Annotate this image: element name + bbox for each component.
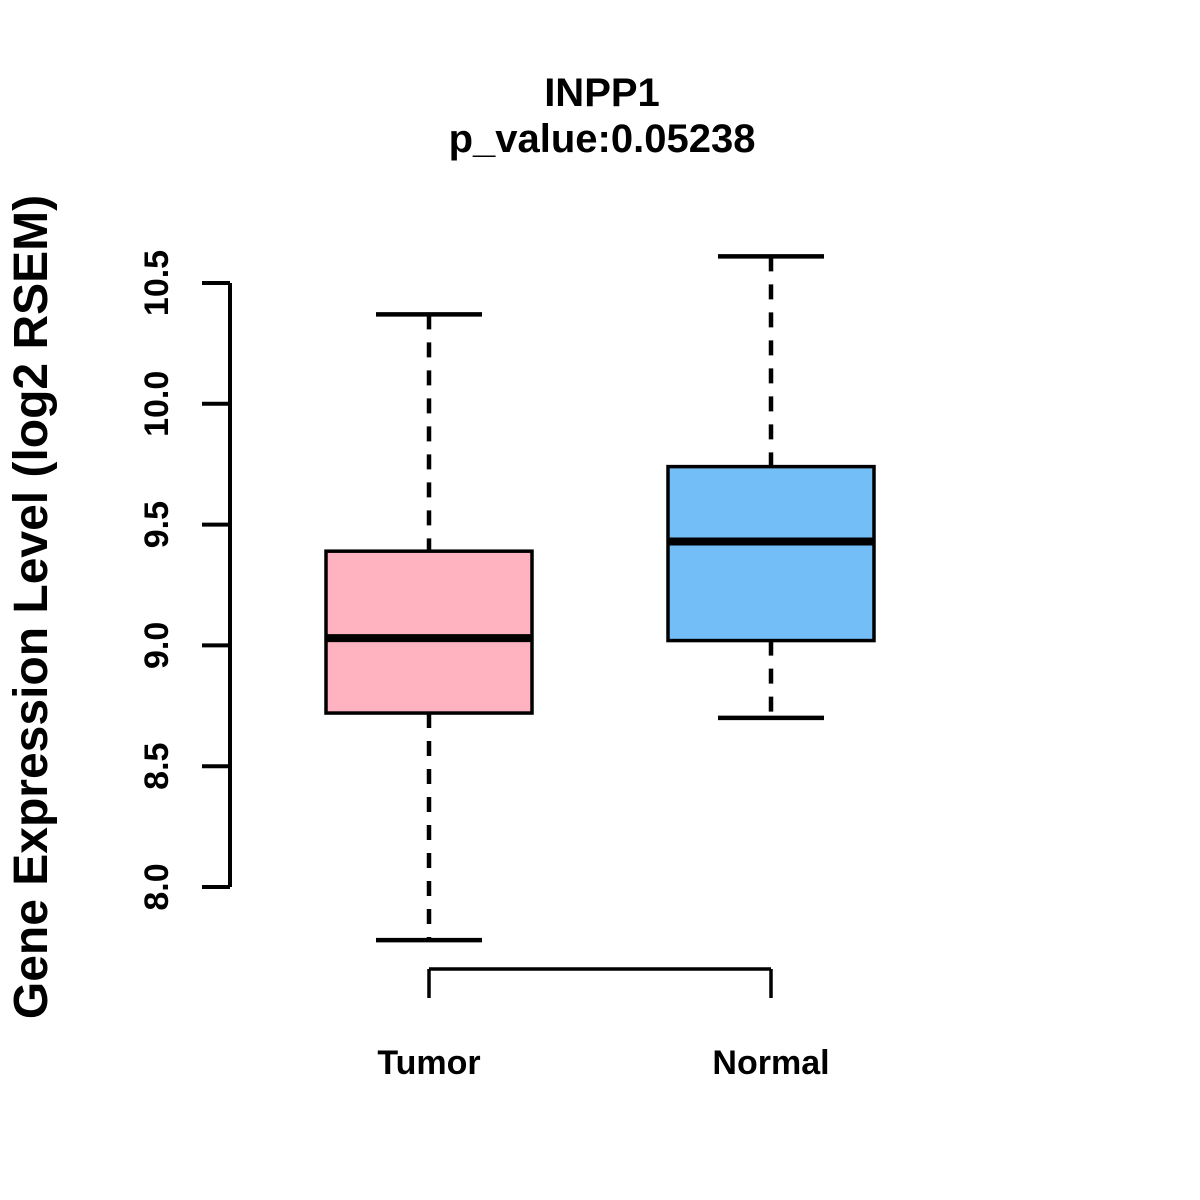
y-tick-label: 8.5	[138, 743, 176, 790]
plot-area: 8.0 8.5 9.0 9.5 10.0 10.5 Tumor Normal	[138, 250, 876, 1082]
tumor-box	[324, 549, 534, 715]
y-tick-label: 10.0	[138, 371, 176, 437]
y-axis-title: Gene Expression Level (log2 RSEM)	[5, 195, 58, 1019]
y-tick-label: 10.5	[138, 250, 176, 316]
category-label-tumor: Tumor	[377, 1044, 480, 1082]
normal-box	[666, 464, 876, 643]
chart-title: INPP1	[544, 71, 660, 115]
y-tick-label: 9.5	[138, 501, 176, 548]
chart-subtitle: p_value:0.05238	[449, 117, 756, 161]
y-tick-label: 9.0	[138, 622, 176, 669]
y-tick-label: 8.0	[138, 863, 176, 910]
category-label-normal: Normal	[712, 1044, 829, 1082]
